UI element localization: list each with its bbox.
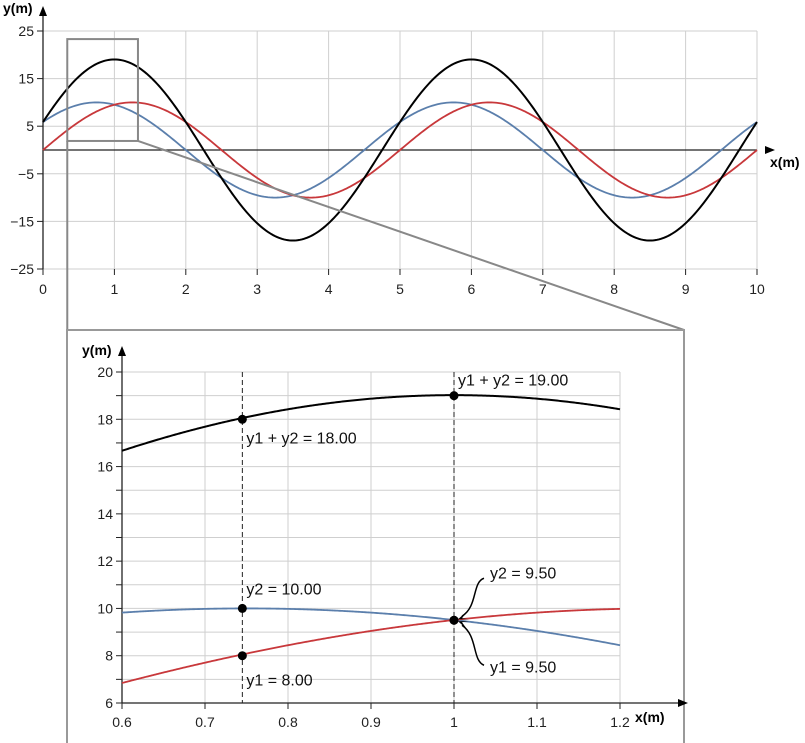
arrowhead-icon [458, 611, 469, 620]
y-tick-label: 14 [97, 506, 113, 522]
y-axis-arrow-icon [118, 346, 126, 356]
x-tick-label: 1 [111, 281, 119, 297]
zoom-region-box [66, 38, 139, 142]
x-axis-label: x(m) [635, 709, 665, 725]
x-axis-label: x(m) [770, 154, 800, 170]
zoom-panel-frame [66, 329, 685, 743]
x-tick-label: 9 [682, 281, 690, 297]
data-point [449, 391, 459, 401]
x-tick-label: 0.7 [195, 714, 215, 730]
annotation-arrow [461, 624, 485, 666]
series-sum-curve [121, 394, 621, 452]
x-axis-arrow-icon [678, 699, 688, 707]
series-y1-curve [42, 101, 758, 199]
point-annotation: y1 = 8.00 [246, 673, 312, 690]
x-tick-label: 7 [539, 281, 547, 297]
x-tick-label: 4 [325, 281, 333, 297]
arrowhead-icon [458, 621, 469, 630]
data-point [449, 615, 459, 625]
y-tick-label: 6 [105, 695, 113, 711]
point-annotation: y1 + y2 = 19.00 [458, 373, 568, 390]
y-tick-label: 15 [18, 71, 34, 87]
x-tick-label: 0.9 [361, 714, 381, 730]
x-tick-label: 2 [182, 281, 190, 297]
y-axis-label: y(m) [82, 342, 112, 358]
y-tick-label: −5 [18, 166, 34, 182]
y-tick-label: −15 [10, 213, 34, 229]
series-sum-curve [42, 58, 758, 242]
zoom-connector-line [137, 140, 685, 331]
x-tick-label: 1.1 [527, 714, 547, 730]
point-annotation: y1 = 9.50 [490, 659, 556, 676]
y-tick-label: 8 [105, 648, 113, 664]
y-tick-label: 16 [97, 459, 113, 475]
x-tick-label: 1.2 [610, 714, 630, 730]
data-point [237, 651, 247, 661]
y-axis-arrow-icon [39, 6, 47, 16]
y-tick-label: −25 [10, 261, 34, 277]
point-annotation: y1 + y2 = 18.00 [246, 430, 356, 447]
x-tick-label: 1 [450, 714, 458, 730]
y-axis-label: y(m) [3, 0, 33, 16]
y-tick-label: 25 [18, 23, 34, 39]
x-tick-label: 5 [396, 281, 404, 297]
y-tick-label: 18 [97, 411, 113, 427]
y-tick-label: 5 [26, 118, 34, 134]
x-tick-label: 10 [749, 281, 765, 297]
y-tick-label: 12 [97, 553, 113, 569]
data-point [237, 414, 247, 424]
x-tick-label: 3 [253, 281, 261, 297]
series-y2-curve [121, 607, 621, 647]
data-point [237, 603, 247, 613]
y-tick-label: 10 [97, 600, 113, 616]
x-axis-arrow-icon [765, 146, 775, 154]
point-annotation: y2 = 9.50 [490, 565, 556, 582]
y-tick-label: 20 [97, 364, 113, 380]
x-tick-label: 0.8 [278, 714, 298, 730]
point-annotation: y2 = 10.00 [246, 581, 321, 598]
x-tick-label: 8 [610, 281, 618, 297]
x-tick-label: 0 [39, 281, 47, 297]
x-tick-label: 0.6 [112, 714, 132, 730]
series-y1-curve [121, 608, 621, 684]
x-tick-label: 6 [468, 281, 476, 297]
